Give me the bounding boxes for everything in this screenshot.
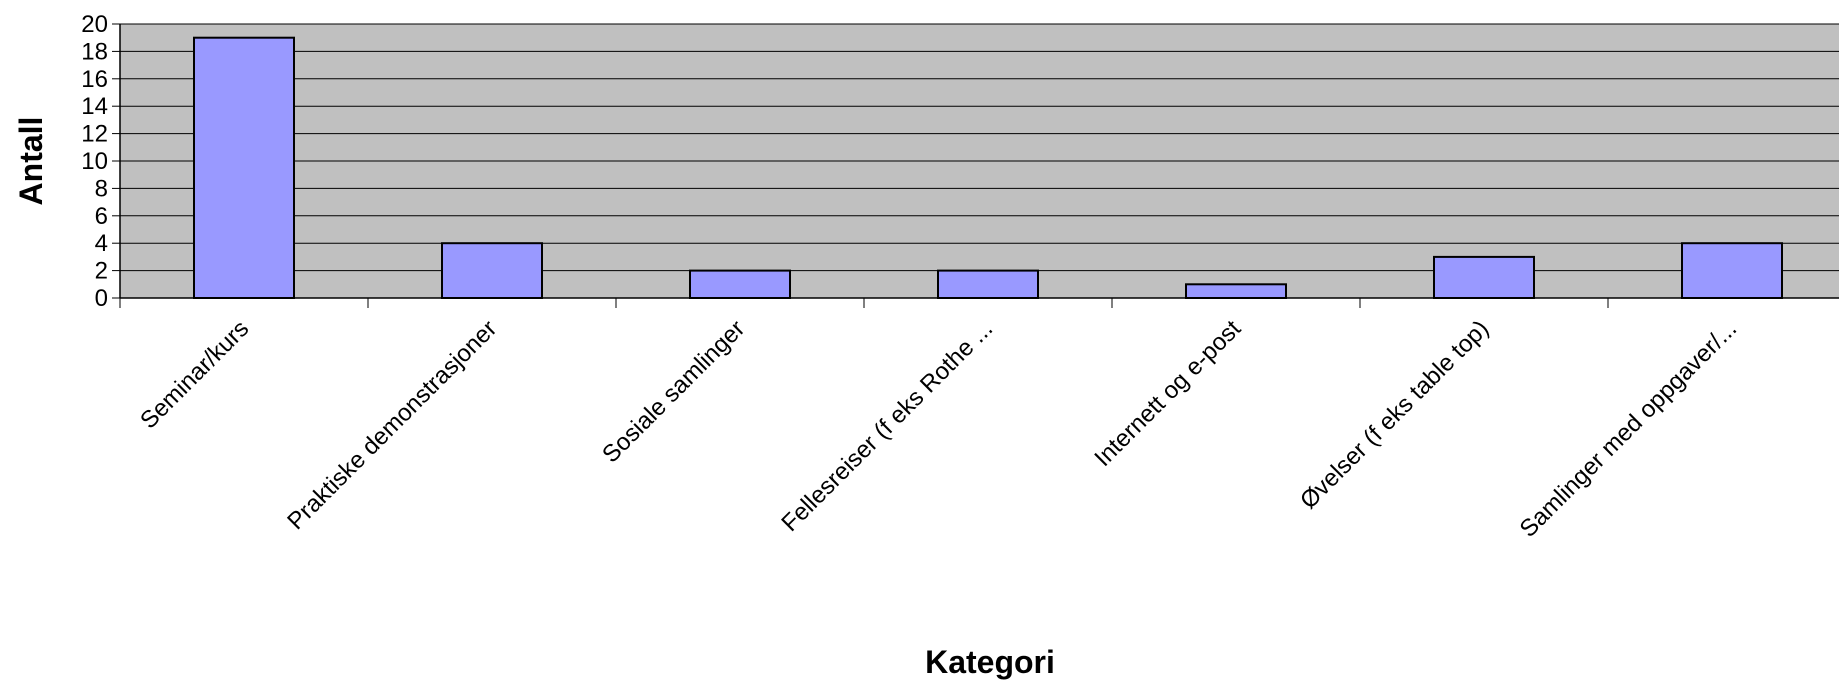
- y-tick-label: 18: [81, 38, 108, 65]
- bar: [1681, 242, 1783, 299]
- bar: [937, 269, 1039, 300]
- y-tick-label: 6: [95, 203, 108, 230]
- y-tick-label: 4: [95, 230, 108, 257]
- bar: [689, 269, 791, 300]
- x-tick-label: Internett og e-post: [1089, 315, 1246, 472]
- y-tick-label: 20: [81, 11, 108, 38]
- y-axis-title: Antall: [13, 117, 49, 206]
- y-tick-label: 14: [81, 93, 108, 120]
- axes: [112, 23, 1839, 308]
- x-tick-label: Samlinger med oppgaver/...: [1515, 315, 1743, 543]
- y-tick-label: 16: [81, 66, 108, 93]
- y-tick-label: 0: [95, 285, 108, 312]
- x-tick-label: Sosiale samlinger: [597, 315, 750, 468]
- y-tick-label: 12: [81, 121, 108, 148]
- bar: [193, 36, 295, 299]
- bar: [1185, 283, 1287, 299]
- x-axis-title: Kategori: [925, 644, 1055, 680]
- bar: [1433, 255, 1535, 299]
- x-tick-label: Seminar/kurs: [135, 315, 254, 434]
- y-tick-label: 8: [95, 175, 108, 202]
- x-tick-labels: Seminar/kurs Praktiske demonstrasjoner Sos…: [135, 315, 1742, 543]
- gridlines: [120, 23, 1839, 272]
- x-tick-label: Øvelser (f eks table top): [1295, 315, 1494, 514]
- x-tick-label: Praktiske demonstrasjoner: [282, 315, 502, 535]
- bars: [193, 36, 1783, 300]
- y-tick-label: 2: [95, 258, 108, 285]
- x-tick-label: Fellesreiser (f eks Rothe ...: [776, 315, 998, 537]
- y-tick-label: 10: [81, 148, 108, 175]
- bar: [441, 242, 543, 299]
